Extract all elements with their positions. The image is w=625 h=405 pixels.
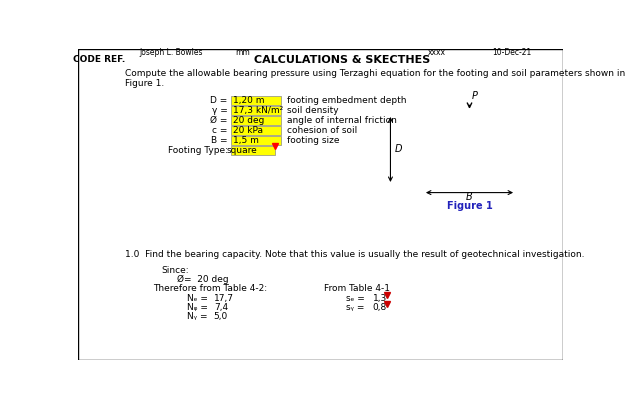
Text: footing embedment depth: footing embedment depth [287, 96, 406, 105]
Text: soil density: soil density [287, 106, 338, 115]
Text: 17,3 kN/m²: 17,3 kN/m² [233, 106, 283, 115]
Text: Joseph L. Bowles: Joseph L. Bowles [139, 47, 203, 57]
Text: sₑ =: sₑ = [346, 294, 364, 303]
Text: 20 kPa: 20 kPa [233, 126, 263, 135]
Text: Nᵧ =: Nᵧ = [187, 312, 207, 321]
Text: 10-Dec-21: 10-Dec-21 [492, 47, 532, 57]
Text: angle of internal friction: angle of internal friction [287, 116, 396, 125]
Text: 7,4: 7,4 [214, 303, 228, 312]
Text: Nᵩ =: Nᵩ = [187, 303, 208, 312]
Text: Nₑ =: Nₑ = [187, 294, 208, 303]
Text: γ =: γ = [212, 106, 228, 115]
Text: Since:: Since: [161, 266, 189, 275]
Text: From Table 4-1: From Table 4-1 [324, 284, 390, 293]
Text: P: P [472, 92, 478, 101]
Text: D =: D = [211, 96, 227, 105]
Text: sᵧ =: sᵧ = [346, 303, 364, 312]
Text: B: B [466, 192, 473, 202]
Text: xxxx: xxxx [428, 47, 446, 57]
Text: Therefore from Table 4-2:: Therefore from Table 4-2: [153, 284, 268, 293]
Text: mm: mm [235, 47, 250, 57]
Text: 0,8: 0,8 [372, 303, 387, 312]
Bar [231, 136, 281, 145]
Text: Figure 1: Figure 1 [447, 201, 493, 211]
Text: square: square [226, 146, 257, 155]
Text: Ø =: Ø = [211, 116, 227, 125]
Text: 17,7: 17,7 [214, 294, 234, 303]
Bar [231, 107, 281, 115]
Bar [231, 116, 281, 125]
Bar [231, 126, 281, 135]
Text: 1,20 m: 1,20 m [233, 96, 264, 105]
Text: footing size: footing size [287, 136, 339, 145]
Bar [231, 96, 281, 105]
Text: 20 deg: 20 deg [233, 116, 264, 125]
Text: 5,0: 5,0 [214, 312, 228, 321]
Text: 1,5 m: 1,5 m [233, 136, 259, 145]
Text: Figure 1.: Figure 1. [124, 79, 164, 88]
Text: 1.0  Find the bearing capacity. Note that this value is usually the result of ge: 1.0 Find the bearing capacity. Note that… [124, 250, 584, 260]
Bar [231, 146, 275, 155]
Text: CALCULATIONS & SKECTHES: CALCULATIONS & SKECTHES [254, 55, 430, 65]
Text: c =: c = [213, 126, 228, 135]
Text: D: D [394, 145, 402, 154]
Text: B =: B = [211, 136, 227, 145]
Text: Footing Type:: Footing Type: [168, 146, 228, 155]
Text: 1,3: 1,3 [372, 294, 387, 303]
Text: cohesion of soil: cohesion of soil [287, 126, 357, 135]
Text: Ø=  20 deg: Ø= 20 deg [176, 275, 228, 284]
Text: CODE REF.: CODE REF. [73, 55, 125, 64]
Text: Compute the allowable bearing pressure using Terzaghi equation for the footing a: Compute the allowable bearing pressure u… [124, 69, 625, 78]
